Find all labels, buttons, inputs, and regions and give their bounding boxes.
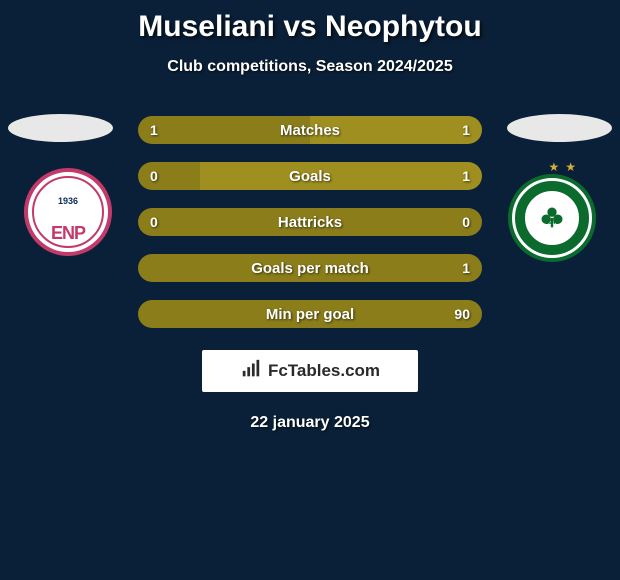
bar-right-value: 0 xyxy=(462,208,470,236)
right-team-badge: 1948 xyxy=(508,174,596,262)
bar-left-value: 0 xyxy=(150,162,158,190)
bar-chart-icon xyxy=(240,358,262,385)
shamrock-icon xyxy=(538,204,566,232)
brand-text: FcTables.com xyxy=(268,361,380,381)
bar-label: Hattricks xyxy=(138,208,482,236)
bar-label: Matches xyxy=(138,116,482,144)
star-icon: ★ xyxy=(548,160,559,174)
bar-left-value: 0 xyxy=(150,208,158,236)
left-badge-year: 1936 xyxy=(28,196,108,206)
page-subtitle: Club competitions, Season 2024/2025 xyxy=(0,58,620,76)
stat-bar-row: Goals0 1 xyxy=(138,162,482,190)
stat-bar-row: Hattricks0 0 xyxy=(138,208,482,236)
bar-label: Min per goal xyxy=(138,300,482,328)
stats-bars: Matches11Goals01Hattricks00Goals per mat… xyxy=(138,116,482,346)
date-text: 22 january 2025 xyxy=(0,414,620,432)
bar-right-value: 1 xyxy=(462,254,470,282)
comparison-content: ★ ★ 1936 ENP 1948 Matches11Goals01Hattri… xyxy=(0,104,620,334)
bar-left-value: 1 xyxy=(150,116,158,144)
right-team-stars: ★ ★ xyxy=(548,160,576,174)
bar-right-value: 1 xyxy=(462,116,470,144)
left-team-badge: 1936 ENP xyxy=(24,168,112,256)
stat-bar-row: Matches1 1 xyxy=(138,116,482,144)
bar-label: Goals xyxy=(138,162,482,190)
bar-right-value: 1 xyxy=(462,162,470,190)
right-shadow-ellipse xyxy=(507,114,612,142)
star-icon: ★ xyxy=(565,160,576,174)
right-badge-year: 1948 xyxy=(545,220,558,226)
stat-bar-row: Goals per match1 xyxy=(138,254,482,282)
bar-right-value: 90 xyxy=(454,300,470,328)
stat-bar-row: Min per goal90 xyxy=(138,300,482,328)
bar-label: Goals per match xyxy=(138,254,482,282)
left-badge-acronym: ENP xyxy=(28,223,108,244)
left-shadow-ellipse xyxy=(8,114,113,142)
brand-box: FcTables.com xyxy=(202,350,418,392)
page-title: Museliani vs Neophytou xyxy=(0,0,620,44)
